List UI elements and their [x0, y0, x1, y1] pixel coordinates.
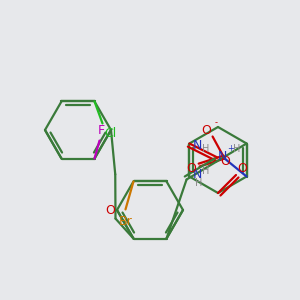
Text: H: H: [202, 143, 209, 154]
Text: Br: Br: [118, 215, 132, 228]
Text: O: O: [187, 162, 196, 175]
Text: O: O: [237, 163, 247, 176]
Text: O: O: [220, 155, 230, 168]
Text: O: O: [106, 204, 116, 217]
Text: O: O: [202, 124, 212, 137]
Text: F: F: [98, 124, 105, 137]
Text: H: H: [195, 178, 202, 188]
Text: Cl: Cl: [104, 127, 117, 140]
Text: +: +: [227, 144, 234, 153]
Text: H: H: [233, 145, 240, 154]
Text: -: -: [215, 118, 218, 127]
Text: N: N: [218, 150, 227, 163]
Text: N: N: [193, 168, 202, 181]
Text: N: N: [193, 139, 202, 152]
Text: H: H: [202, 167, 209, 176]
